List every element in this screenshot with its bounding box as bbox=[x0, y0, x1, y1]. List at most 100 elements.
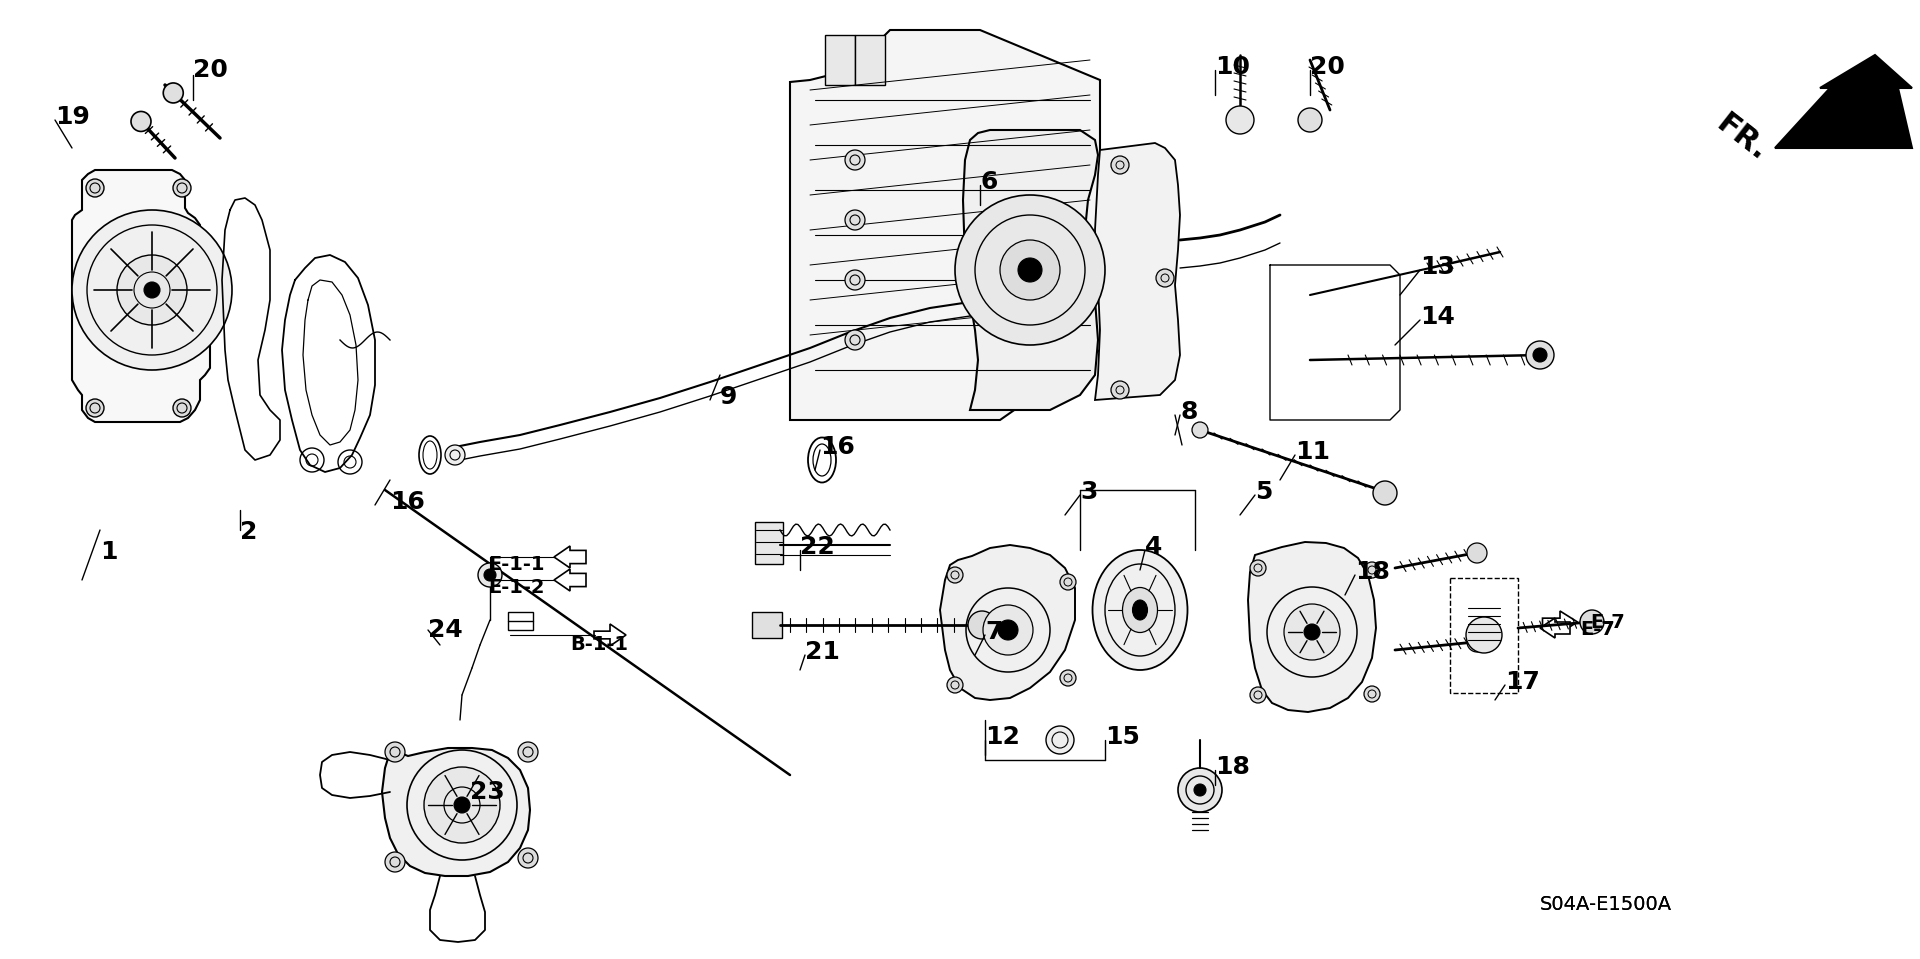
Circle shape bbox=[445, 445, 465, 465]
Polygon shape bbox=[1542, 611, 1578, 633]
Circle shape bbox=[1580, 610, 1603, 634]
Circle shape bbox=[1227, 106, 1254, 134]
Bar bbox=[1450, 578, 1519, 693]
Circle shape bbox=[1467, 617, 1501, 653]
Polygon shape bbox=[555, 546, 586, 568]
Text: E-7: E-7 bbox=[1590, 613, 1624, 632]
Text: FR.: FR. bbox=[1818, 115, 1874, 144]
Circle shape bbox=[968, 611, 996, 639]
Circle shape bbox=[845, 330, 866, 350]
Ellipse shape bbox=[1092, 550, 1187, 670]
Circle shape bbox=[845, 150, 866, 170]
Text: 16: 16 bbox=[820, 435, 854, 459]
Polygon shape bbox=[1248, 542, 1377, 712]
Circle shape bbox=[144, 282, 159, 298]
Circle shape bbox=[163, 82, 182, 103]
Circle shape bbox=[73, 210, 232, 370]
Circle shape bbox=[1192, 422, 1208, 438]
Text: E-1-1: E-1-1 bbox=[488, 555, 545, 574]
Bar bbox=[753, 612, 781, 638]
Circle shape bbox=[1018, 258, 1043, 282]
Circle shape bbox=[1179, 768, 1221, 812]
Text: 21: 21 bbox=[804, 640, 839, 664]
Text: 12: 12 bbox=[985, 725, 1020, 749]
Circle shape bbox=[845, 270, 866, 290]
Text: E-1-2: E-1-2 bbox=[488, 578, 545, 597]
Circle shape bbox=[1532, 348, 1548, 362]
Circle shape bbox=[173, 179, 190, 197]
Text: 13: 13 bbox=[1421, 255, 1455, 279]
Bar bbox=[509, 612, 534, 630]
Circle shape bbox=[1112, 381, 1129, 399]
Text: FR.: FR. bbox=[1711, 109, 1774, 167]
Text: 17: 17 bbox=[1505, 670, 1540, 694]
Text: 11: 11 bbox=[1294, 440, 1331, 464]
Polygon shape bbox=[964, 130, 1098, 410]
Text: 20: 20 bbox=[194, 58, 228, 82]
Polygon shape bbox=[555, 569, 586, 591]
Circle shape bbox=[947, 567, 964, 583]
Circle shape bbox=[845, 210, 866, 230]
Polygon shape bbox=[941, 545, 1075, 700]
Ellipse shape bbox=[1123, 588, 1158, 633]
Circle shape bbox=[1373, 481, 1398, 505]
Circle shape bbox=[1250, 687, 1265, 703]
Circle shape bbox=[1363, 686, 1380, 702]
Text: S04A-E1500A: S04A-E1500A bbox=[1540, 895, 1672, 914]
Circle shape bbox=[1526, 341, 1553, 369]
Polygon shape bbox=[1094, 143, 1181, 400]
Circle shape bbox=[518, 742, 538, 762]
Text: 20: 20 bbox=[1309, 55, 1344, 79]
Text: 9: 9 bbox=[720, 385, 737, 409]
Circle shape bbox=[1000, 240, 1060, 300]
Text: 2: 2 bbox=[240, 520, 257, 544]
Text: 1: 1 bbox=[100, 540, 117, 564]
Text: 22: 22 bbox=[801, 535, 835, 559]
Bar bbox=[755, 522, 783, 564]
Circle shape bbox=[1112, 156, 1129, 174]
Circle shape bbox=[1060, 670, 1075, 686]
Text: 10: 10 bbox=[1215, 55, 1250, 79]
Circle shape bbox=[117, 255, 186, 325]
Circle shape bbox=[1298, 108, 1323, 132]
Text: 19: 19 bbox=[56, 105, 90, 129]
Text: S04A-E1500A: S04A-E1500A bbox=[1540, 895, 1672, 914]
Circle shape bbox=[1060, 574, 1075, 590]
Text: 7: 7 bbox=[985, 620, 1002, 644]
Circle shape bbox=[1363, 562, 1380, 578]
Text: 18: 18 bbox=[1356, 560, 1390, 584]
Circle shape bbox=[1467, 632, 1486, 652]
Polygon shape bbox=[1774, 55, 1912, 148]
Circle shape bbox=[453, 797, 470, 813]
Text: 6: 6 bbox=[979, 170, 996, 194]
Circle shape bbox=[484, 569, 495, 581]
Text: 23: 23 bbox=[470, 780, 505, 804]
Circle shape bbox=[386, 852, 405, 872]
Circle shape bbox=[1250, 560, 1265, 576]
Circle shape bbox=[86, 179, 104, 197]
Circle shape bbox=[1194, 784, 1206, 796]
Circle shape bbox=[1304, 624, 1321, 640]
Text: 24: 24 bbox=[428, 618, 463, 642]
Circle shape bbox=[954, 195, 1106, 345]
Bar bbox=[854, 35, 885, 85]
Text: 5: 5 bbox=[1256, 480, 1273, 504]
Circle shape bbox=[947, 677, 964, 693]
Circle shape bbox=[1046, 726, 1073, 754]
Text: 18: 18 bbox=[1215, 755, 1250, 779]
Circle shape bbox=[478, 563, 501, 587]
Text: E-7: E-7 bbox=[1580, 620, 1615, 639]
Ellipse shape bbox=[1133, 600, 1148, 620]
Text: 15: 15 bbox=[1106, 725, 1140, 749]
Polygon shape bbox=[1540, 618, 1571, 638]
Circle shape bbox=[86, 399, 104, 417]
Circle shape bbox=[131, 111, 152, 131]
Circle shape bbox=[424, 767, 499, 843]
Circle shape bbox=[1156, 269, 1173, 287]
Polygon shape bbox=[789, 30, 1100, 420]
Text: 16: 16 bbox=[390, 490, 424, 514]
Text: B-1-1: B-1-1 bbox=[570, 635, 628, 654]
Text: 3: 3 bbox=[1079, 480, 1098, 504]
Bar bbox=[200, 255, 219, 310]
Circle shape bbox=[1284, 604, 1340, 660]
